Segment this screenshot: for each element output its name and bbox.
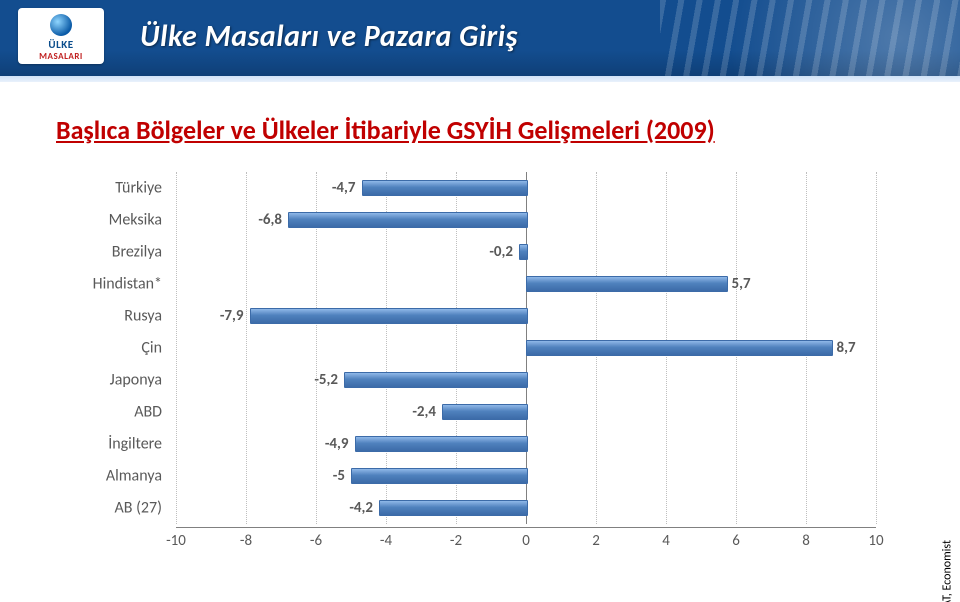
chart-row: İngiltere-4,9	[176, 428, 876, 460]
bar	[355, 436, 529, 452]
value-label: -4,2	[349, 499, 373, 517]
globe-icon	[50, 14, 72, 36]
category-label: Almanya	[106, 467, 176, 486]
x-tick-label: 10	[868, 532, 883, 550]
value-label: 5,7	[732, 275, 751, 293]
plot-area: Türkiye-4,7Meksika-6,8Brezilya-0,2Hindis…	[176, 172, 876, 524]
category-label: Hindistan*	[93, 275, 176, 294]
bar	[362, 180, 529, 196]
x-tick-label: 2	[592, 532, 600, 550]
bar	[344, 372, 528, 388]
category-label: ABD	[134, 403, 176, 422]
source-citation: Kaynak: TÜİK, WB, MTD, IBGE, EUROSTAT, E…	[940, 540, 954, 602]
slide-title: Başlıca Bölgeler ve Ülkeler İtibariyle G…	[56, 114, 940, 146]
value-label: -4,7	[332, 179, 356, 197]
x-tick-label: -10	[166, 532, 186, 550]
chart-row: Çin8,7	[176, 332, 876, 364]
bar	[250, 308, 529, 324]
bar	[526, 340, 833, 356]
value-label: 8,7	[837, 339, 856, 357]
chart-row: Türkiye-4,7	[176, 172, 876, 204]
logo: ÜLKE MASALARI	[18, 8, 104, 64]
x-tick-label: 0	[522, 532, 530, 550]
bar	[379, 500, 528, 516]
x-axis: -10-8-6-4-20246810	[176, 527, 876, 552]
category-label: AB (27)	[115, 499, 177, 518]
x-tick-label: 8	[802, 532, 810, 550]
chart-row: Rusya-7,9	[176, 300, 876, 332]
value-label: -0,2	[489, 243, 513, 261]
chart-container: Türkiye-4,7Meksika-6,8Brezilya-0,2Hindis…	[56, 172, 886, 552]
chart-row: Japonya-5,2	[176, 364, 876, 396]
bar-chart: Türkiye-4,7Meksika-6,8Brezilya-0,2Hindis…	[176, 172, 876, 552]
category-label: Türkiye	[115, 179, 176, 198]
value-label: -2,4	[412, 403, 436, 421]
chart-row: Hindistan*5,7	[176, 268, 876, 300]
chart-row: AB (27)-4,2	[176, 492, 876, 524]
chart-row: ABD-2,4	[176, 396, 876, 428]
x-tick-label: -8	[240, 532, 252, 550]
x-tick-label: -4	[380, 532, 392, 550]
header-banner: ÜLKE MASALARI Ülke Masaları ve Pazara Gi…	[0, 0, 960, 80]
banner-title: Ülke Masaları ve Pazara Giriş	[140, 18, 518, 55]
chart-row: Meksika-6,8	[176, 204, 876, 236]
value-label: -6,8	[258, 211, 282, 229]
x-tick-label: 4	[662, 532, 670, 550]
bar	[288, 212, 528, 228]
bar	[442, 404, 528, 420]
banner-decor	[660, 0, 960, 78]
x-tick-label: -6	[310, 532, 322, 550]
logo-line2: MASALARI	[18, 51, 104, 62]
value-label: -4,9	[325, 435, 349, 453]
category-label: Japonya	[110, 371, 176, 390]
slide-content: Başlıca Bölgeler ve Ülkeler İtibariyle G…	[0, 80, 960, 552]
chart-row: Almanya-5	[176, 460, 876, 492]
gridline	[876, 172, 877, 524]
category-label: Meksika	[109, 211, 176, 230]
bar	[351, 468, 528, 484]
value-label: -5,2	[314, 371, 338, 389]
category-label: İngiltere	[108, 435, 176, 454]
logo-line1: ÜLKE	[18, 38, 104, 51]
value-label: -7,9	[220, 307, 244, 325]
x-tick-label: 6	[732, 532, 740, 550]
category-label: Çin	[141, 339, 176, 358]
value-label: -5	[333, 467, 345, 485]
category-label: Rusya	[124, 307, 176, 326]
x-tick-label: -2	[450, 532, 462, 550]
bar	[519, 244, 528, 260]
chart-row: Brezilya-0,2	[176, 236, 876, 268]
bar	[526, 276, 728, 292]
category-label: Brezilya	[112, 243, 176, 262]
